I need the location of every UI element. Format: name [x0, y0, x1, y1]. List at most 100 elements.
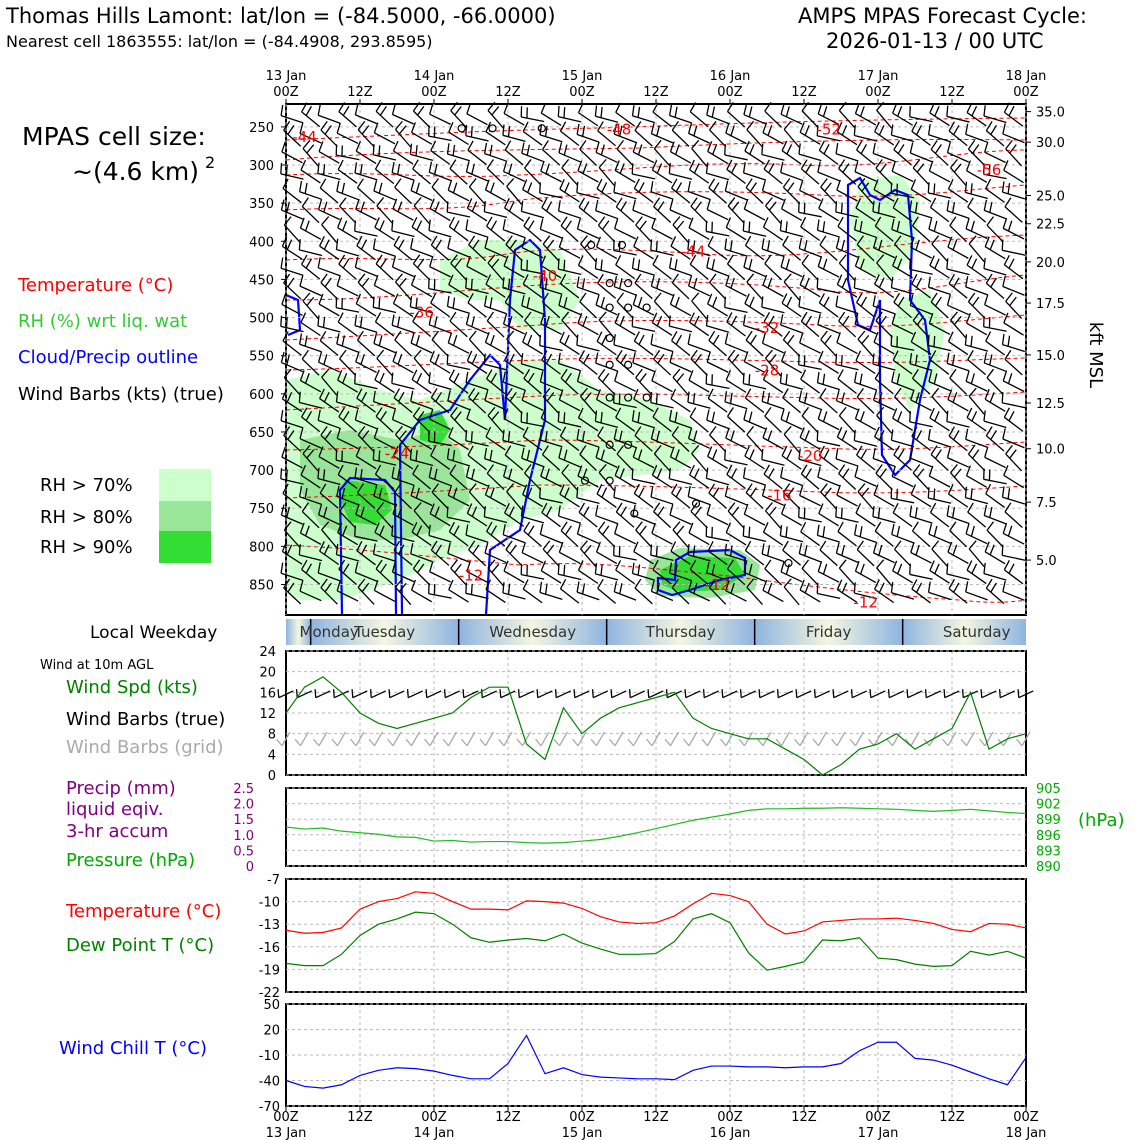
wind-barb: [283, 273, 302, 300]
bottom-date-label: 16 Jan: [710, 1126, 751, 1140]
temp-ytick-label: -10: [259, 896, 280, 911]
wind10m-title: Wind at 10m AGL: [40, 658, 154, 673]
wind-barb: [650, 391, 674, 409]
wind-barb: [853, 277, 878, 295]
wind-barb: [615, 255, 635, 280]
wind10m-barb-grid: [535, 731, 550, 747]
wind-barb: [930, 292, 949, 319]
wind-barb: [892, 255, 914, 279]
pressure-tick-label: 650: [249, 426, 274, 441]
wind-barb: [614, 218, 636, 240]
wind-barb: [468, 330, 486, 358]
top-hour-label: 12Z: [643, 85, 669, 100]
wind-barb: [653, 139, 671, 167]
wind-barb: [449, 311, 468, 338]
wind-barb: [875, 464, 893, 491]
wind-barb: [965, 581, 988, 601]
wind-barb: [891, 523, 914, 544]
wind-barb: [447, 484, 470, 507]
wind-barb: [836, 484, 858, 507]
pressure-tick-label: 400: [249, 235, 274, 250]
pressure-ytick-label: 896: [1036, 829, 1061, 844]
wind-barb: [967, 140, 986, 167]
wind-barb: [947, 389, 969, 412]
wind-barb: [520, 106, 545, 123]
wind-barb: [539, 276, 563, 295]
wind-barb: [428, 161, 452, 182]
temp-ytick-label: -13: [259, 918, 280, 933]
wind-barb: [356, 235, 376, 261]
pressure-tick-label: 850: [249, 578, 274, 593]
wind-barb: [319, 541, 340, 566]
wind-barb: [317, 504, 341, 526]
wind-barb: [836, 179, 858, 202]
wind-barb: [946, 447, 970, 468]
wind-ytick-label: 8: [268, 728, 276, 743]
wind-barb: [838, 254, 856, 281]
wind-barb: [354, 314, 378, 334]
wind-ytick-label: 0: [268, 769, 276, 784]
wind10m-barb-grid: [775, 731, 791, 747]
wind-barb: [946, 105, 970, 123]
wind-barb: [669, 199, 692, 220]
wind-barb: [966, 255, 987, 280]
wind-barb: [429, 103, 451, 125]
wind-barb: [320, 273, 338, 300]
wind-barb: [373, 427, 396, 450]
wind-barb: [798, 506, 822, 523]
wind-barb: [706, 351, 729, 373]
wind-barb: [746, 425, 763, 453]
wind-barb: [857, 330, 874, 358]
temperature-label: Temperature (°C): [65, 901, 221, 922]
height-tick-label: 17.5: [1036, 297, 1065, 312]
temp-ytick-label: -7: [267, 873, 280, 888]
wind-barb: [874, 521, 894, 547]
wind-barb: [1002, 217, 1025, 240]
calm-circle: [605, 393, 614, 402]
wind-barb: [375, 407, 394, 433]
wind-barb: [446, 295, 471, 314]
wind-barb: [798, 143, 822, 162]
wind-barb: [854, 560, 877, 584]
wind-barb: [875, 159, 893, 186]
wind-barb: [876, 559, 893, 587]
wind-barb: [1001, 239, 1026, 256]
wind-barb: [373, 274, 396, 297]
wind-barb: [687, 544, 711, 562]
wind-barb: [780, 408, 803, 430]
wind-barb: [502, 466, 526, 488]
wind10m-barb-grid: [313, 731, 328, 747]
wind-barb: [837, 216, 857, 242]
wind-barb: [317, 562, 341, 582]
wind-barb: [468, 483, 486, 510]
wind-barb: [650, 544, 674, 562]
precip-label-1: Precip (mm): [66, 778, 176, 799]
wind-barb: [931, 540, 948, 567]
wind-barb: [672, 521, 689, 548]
wind-barb: [726, 464, 746, 490]
wind-barb: [779, 219, 804, 238]
bottom-date-label: 13 Jan: [266, 1126, 307, 1140]
wind-barb: [576, 523, 600, 545]
wind-barb: [302, 444, 319, 472]
wind-barb: [374, 464, 395, 490]
wind-barb: [430, 540, 450, 566]
wind10m-barb-true: [406, 689, 424, 699]
wind-barb: [800, 464, 820, 490]
wind-barb: [968, 387, 985, 415]
height-axis-title: kft MSL: [1085, 322, 1106, 388]
wind-barb: [780, 466, 803, 487]
wind-barb: [428, 314, 452, 334]
wind-barb: [449, 464, 468, 490]
wind-barb: [298, 333, 322, 353]
wind-barb: [761, 485, 785, 506]
wind-barb: [522, 179, 544, 203]
wind-barb: [816, 219, 841, 238]
wind-barb: [576, 486, 600, 505]
wind10m-barb-true: [332, 689, 350, 699]
wind-barb: [615, 407, 635, 432]
wind-barb: [838, 101, 856, 129]
wind-barb: [485, 121, 506, 146]
wind-barb: [967, 197, 987, 223]
wind-barb: [946, 258, 970, 276]
